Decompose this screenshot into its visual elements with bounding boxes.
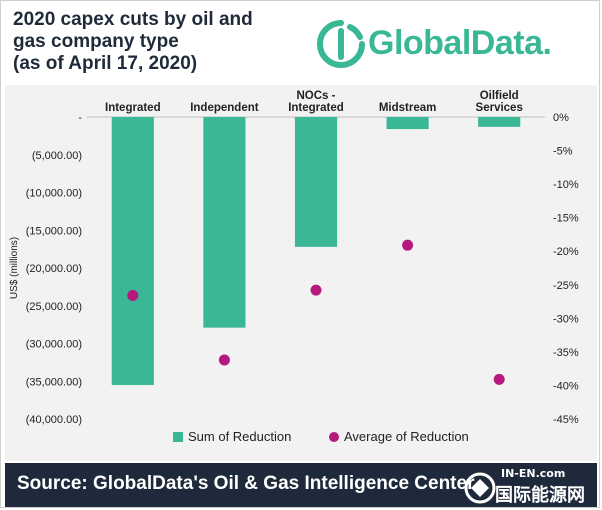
watermark-domain: IN-EN.com [501,467,565,480]
y-tick-label: (25,000.00) [26,301,82,313]
y2-tick-label: -35% [553,347,579,359]
source-text: Source: GlobalData's Oil & Gas Intellige… [17,473,474,495]
chart-svg: - (5,000.00) (10,000.00) (15,000.00) (20,000… [5,85,597,461]
title-line-2: gas company type [13,31,313,53]
y2-tick-label: -40% [553,380,579,392]
y2-tick-label: -10% [553,179,579,191]
chart-panel: - (5,000.00) (10,000.00) (15,000.00) (20,000… [5,85,597,461]
category-label: Midstream [379,102,437,114]
bar-sum-of-reduction [387,117,429,129]
point-average-of-reduction [127,290,138,301]
globaldata-logo: GlobalData. [316,13,596,73]
y-tick-label: (35,000.00) [26,376,82,388]
category-label: Independent [190,102,259,114]
point-average-of-reduction [219,354,230,365]
point-average-of-reduction [311,285,322,296]
in-en-watermark-icon [463,471,497,505]
globaldata-logo-icon [316,19,366,69]
title-line-1: 2020 capex cuts by oil and [13,9,313,31]
y2-tick-label: -30% [553,313,579,325]
category-label: Oilfield [480,90,519,102]
category-label: Services [476,102,523,114]
bar-sum-of-reduction [478,117,520,127]
y2-tick-label: 0% [553,112,569,124]
y-tick-label: (30,000.00) [26,339,82,351]
title-line-3: (as of April 17, 2020) [13,53,313,75]
y2-tick-label: -5% [553,146,573,158]
watermark-cn-text: 国际能源网 [495,481,585,507]
category-label: NOCs - [297,90,336,102]
y-tick-label: (15,000.00) [26,225,82,237]
legend-label: Sum of Reduction [188,429,291,444]
globaldata-logo-text: GlobalData. [368,24,551,63]
legend-swatch-sum [173,432,183,442]
y-tick-label: (20,000.00) [26,263,82,275]
y2-tick-label: -15% [553,213,579,225]
y-axis-title: US$ (millions) [9,237,20,299]
y2-tick-label: -45% [553,414,579,426]
y2-tick-label: -20% [553,246,579,258]
y-tick-label: (10,000.00) [26,188,82,200]
legend-label: Average of Reduction [344,429,469,444]
bar-sum-of-reduction [112,117,154,385]
chart-title: 2020 capex cuts by oil and gas company t… [13,9,313,75]
category-label: Integrated [105,102,161,114]
y2-tick-label: -25% [553,280,579,292]
category-label: Integrated [288,102,344,114]
point-average-of-reduction [494,374,505,385]
y-tick-label: (5,000.00) [32,150,82,162]
bar-sum-of-reduction [295,117,337,247]
in-en-watermark: IN-EN.com 国际能源网 [461,467,597,507]
bar-sum-of-reduction [203,117,245,328]
y-tick-label: (40,000.00) [26,414,82,426]
y-tick-label: - [78,112,82,124]
legend-swatch-average [329,432,339,442]
point-average-of-reduction [402,240,413,251]
